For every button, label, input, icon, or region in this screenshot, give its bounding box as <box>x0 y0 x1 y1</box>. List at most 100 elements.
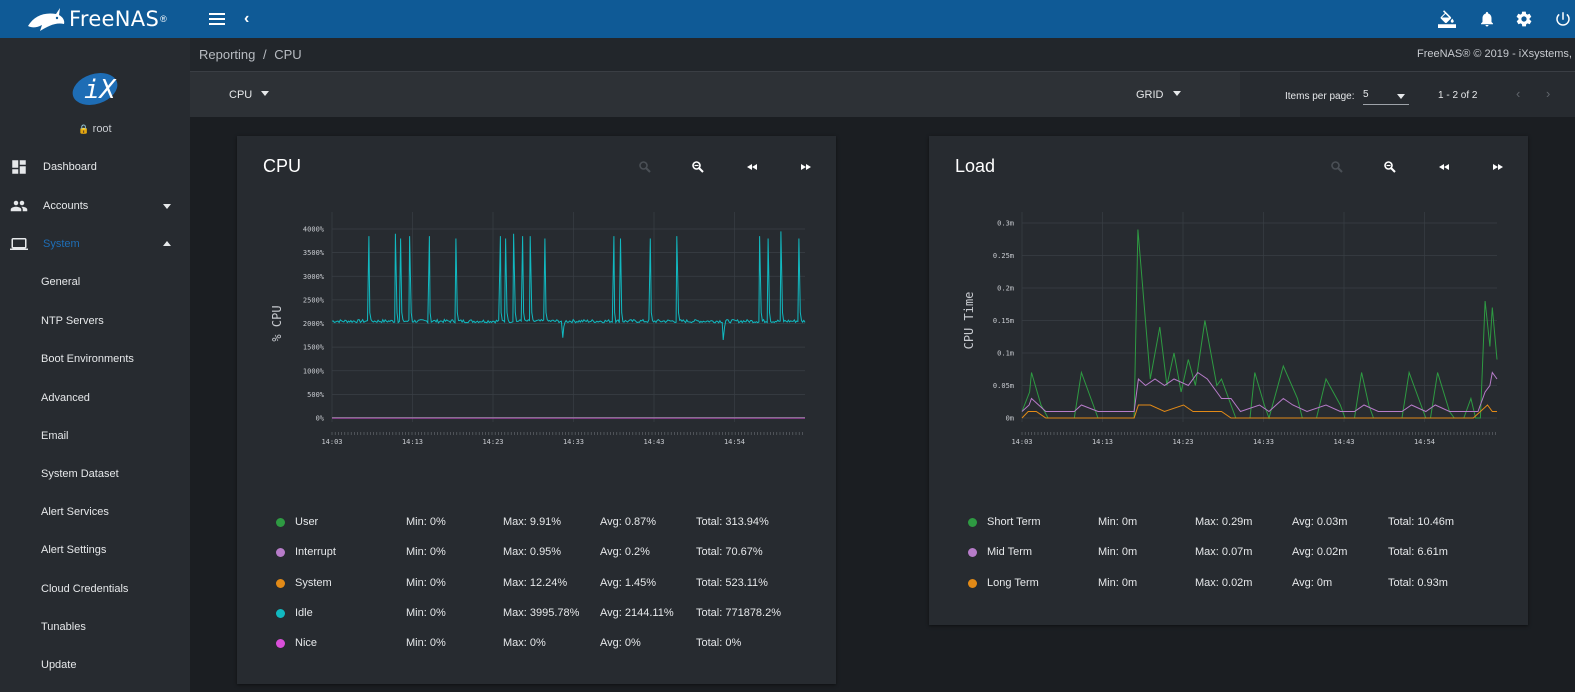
notifications-bell-icon[interactable] <box>1478 10 1496 33</box>
sidebar-subitem-system-dataset[interactable]: System Dataset <box>41 468 119 480</box>
legend-name: Short Term <box>987 516 1041 528</box>
y-tick-label: 0.05m <box>993 382 1014 390</box>
shark-logo-icon <box>28 8 65 31</box>
menu-toggle-icon[interactable] <box>209 13 225 25</box>
legend-min: Min: 0% <box>406 576 446 589</box>
series-line-mid-term <box>1021 371 1498 413</box>
series-line-short-term <box>1021 229 1498 420</box>
y-tick-label: 0.2m <box>997 285 1014 293</box>
sidebar-item-accounts[interactable]: Accounts <box>0 187 190 225</box>
items-per-page-select[interactable]: 5 <box>1363 89 1409 105</box>
legend-row[interactable]: Mid Term Min: 0m Max: 0.07m Avg: 0.02m Total… <box>929 545 1528 561</box>
dropdown-arrow-icon <box>1172 91 1181 96</box>
x-tick-label: 14:03 <box>1011 438 1032 446</box>
sidebar-subitem-general[interactable]: General <box>41 276 81 288</box>
legend-avg: Avg: 0.87% <box>600 516 657 528</box>
card-title: Load <box>955 156 996 176</box>
cpu-report-card: CPU 0% 500% 1000% 1500% 2000% 2500% 3000% 3500%… <box>237 136 836 684</box>
y-tick-label: 2500% <box>303 296 325 304</box>
y-tick-label: 500% <box>307 391 325 399</box>
lock-icon: 🔒 <box>78 124 90 134</box>
sidebar-subitem-advanced[interactable]: Advanced <box>41 392 90 404</box>
previous-page-icon[interactable]: ‹ <box>1516 86 1521 101</box>
step-forward-icon[interactable] <box>799 160 813 174</box>
sidebar-subitem-cloud-credentials[interactable]: Cloud Credentials <box>41 583 129 595</box>
legend-color-dot <box>276 518 285 527</box>
legend-row[interactable]: User Min: 0% Max: 9.91% Avg: 0.87% Total: 31… <box>237 515 836 531</box>
legend-row[interactable]: Long Term Min: 0m Max: 0.02m Avg: 0m Total: … <box>929 576 1528 592</box>
collapse-chevron-icon[interactable]: ‹ <box>244 10 250 27</box>
ixsystems-logo-icon: iX <box>72 73 118 105</box>
dashboard-icon <box>12 160 26 174</box>
next-page-icon[interactable]: › <box>1546 86 1551 101</box>
step-back-icon[interactable] <box>745 160 759 174</box>
legend-color-dot <box>968 578 977 588</box>
legend-color-dot <box>276 578 285 588</box>
y-tick-label: 0% <box>316 415 325 423</box>
layout-select[interactable]: GRID <box>1136 89 1181 101</box>
x-tick-label: 14:33 <box>1253 438 1274 446</box>
sidebar-subitem-boot-environments[interactable]: Boot Environments <box>41 353 134 365</box>
sidebar-subitem-ntp-servers[interactable]: NTP Servers <box>41 315 104 327</box>
brand-name: FreeNAS <box>69 7 160 31</box>
legend-min: Min: 0% <box>406 637 446 650</box>
power-icon[interactable] <box>1554 10 1572 33</box>
sidebar-subitem-tunables[interactable]: Tunables <box>41 621 86 633</box>
legend-row[interactable]: Interrupt Min: 0% Max: 0.95% Avg: 0.2% Total… <box>237 545 836 561</box>
legend-min: Min: 0% <box>406 606 446 619</box>
report-type-select[interactable]: CPU <box>229 89 270 101</box>
brand-logo[interactable]: FreeNAS ® <box>26 4 167 34</box>
x-tick-label: 14:23 <box>1172 438 1193 446</box>
breadcrumb-current: CPU <box>274 47 302 62</box>
legend-total: Total: 10.46m <box>1388 516 1455 528</box>
step-forward-icon[interactable] <box>1491 160 1505 174</box>
zoom-in-icon[interactable] <box>1330 160 1344 174</box>
paginator: Items per page: 5 1 - 2 of 2 ‹ › <box>1240 72 1575 117</box>
theme-paint-icon[interactable] <box>1438 10 1456 33</box>
dropdown-arrow-icon <box>261 91 270 96</box>
breadcrumb-root[interactable]: Reporting <box>199 47 256 62</box>
step-back-icon[interactable] <box>1437 160 1451 174</box>
chevron-down-icon <box>163 204 171 209</box>
user-label[interactable]: 🔒 root <box>78 123 112 135</box>
sidebar-item-dashboard[interactable]: Dashboard <box>0 148 190 186</box>
sidebar-subitem-alert-services[interactable]: Alert Services <box>41 506 109 518</box>
sidebar-subitem-alert-settings[interactable]: Alert Settings <box>41 544 107 556</box>
legend-name: Mid Term <box>987 546 1033 559</box>
legend-row[interactable]: Nice Min: 0% Max: 0% Avg: 0% Total: 0% <box>237 636 836 652</box>
computer-icon <box>10 238 28 250</box>
brand-mark: ® <box>160 14 167 24</box>
legend-row[interactable]: Idle Min: 0% Max: 3995.78% Avg: 2144.11% Tot… <box>237 606 836 622</box>
sidebar-subitem-email[interactable]: Email <box>41 430 69 442</box>
zoom-out-icon[interactable] <box>1383 160 1397 174</box>
sidebar-item-system[interactable]: System <box>0 225 190 263</box>
series-line-long-term <box>1021 404 1497 419</box>
breadcrumb-bar: Reporting / CPU FreeNAS® © 2019 - iXsyst… <box>190 38 1575 71</box>
card-title: CPU <box>263 156 302 176</box>
legend-max: Max: 0.29m <box>1195 516 1253 528</box>
legend-color-dot <box>276 548 285 558</box>
legend-row[interactable]: Short Term Min: 0m Max: 0.29m Avg: 0.03m Tot… <box>929 515 1528 531</box>
legend-color-dot <box>968 548 977 558</box>
legend-max: Max: 3995.78% <box>503 606 580 619</box>
x-tick-label: 14:43 <box>643 438 664 446</box>
legend-row[interactable]: System Min: 0% Max: 12.24% Avg: 1.45% Total:… <box>237 576 836 592</box>
legend-max: Max: 0.95% <box>503 546 562 559</box>
legend-color-dot <box>276 639 285 649</box>
page-range: 1 - 2 of 2 <box>1438 90 1478 101</box>
sidebar-subitem-update[interactable]: Update <box>41 659 77 671</box>
zoom-out-icon[interactable] <box>691 160 705 174</box>
zoom-in-icon[interactable] <box>638 160 652 174</box>
x-tick-label: 14:13 <box>402 438 423 446</box>
legend-min: Min: 0m <box>1098 576 1138 589</box>
legend-avg: Avg: 0.03m <box>1292 516 1348 528</box>
breadcrumb: Reporting / CPU <box>199 47 302 62</box>
y-tick-label: 0.15m <box>993 317 1014 325</box>
legend-total: Total: 771878.2% <box>696 606 782 619</box>
settings-gear-icon[interactable] <box>1515 10 1533 33</box>
legend-max: Max: 0% <box>503 637 546 650</box>
load-report-card: Load 0m 0.05m 0.1m 0.15m 0.2m 0.25m 0.3m 14:03 1… <box>929 136 1528 625</box>
legend-total: Total: 0.93m <box>1388 576 1448 589</box>
people-icon <box>10 200 28 212</box>
legend-color-dot <box>968 518 977 527</box>
